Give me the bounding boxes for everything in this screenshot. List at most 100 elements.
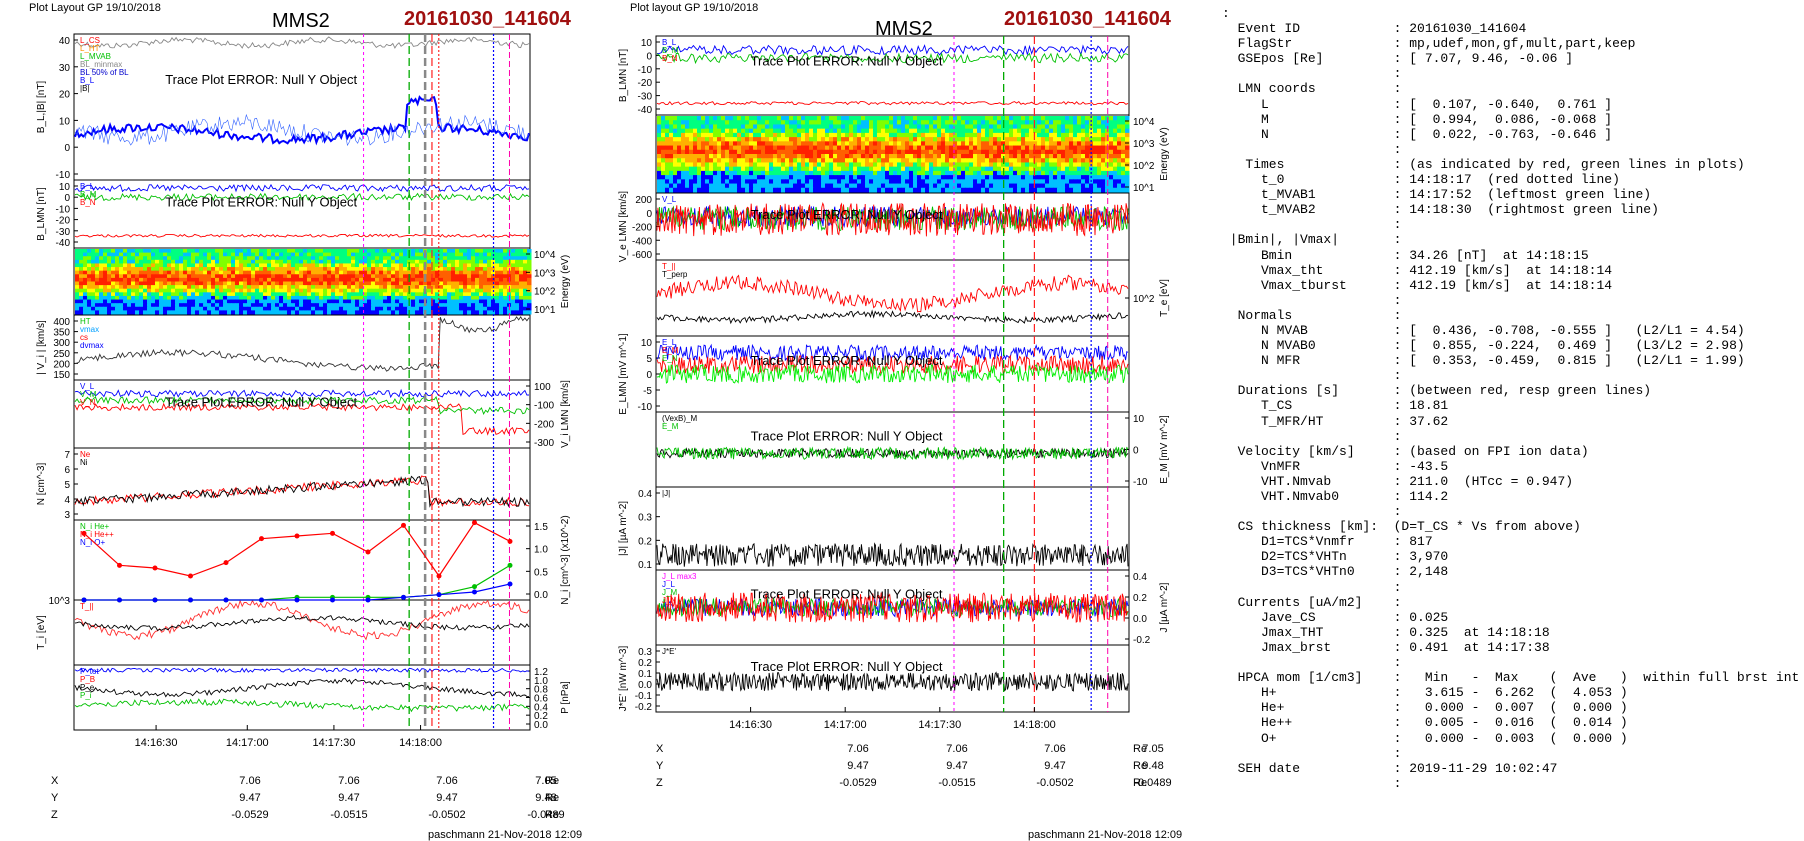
data-trace bbox=[74, 95, 530, 146]
position-value: 7.05 bbox=[1142, 743, 1164, 755]
spectrogram-cell bbox=[1001, 149, 1006, 155]
spectrogram-cell bbox=[1033, 179, 1038, 185]
spectrogram-cell bbox=[499, 281, 504, 286]
spectrogram-cell bbox=[475, 277, 480, 282]
spectrogram-cell bbox=[665, 132, 670, 138]
spectrogram-cell bbox=[725, 149, 730, 155]
spectrogram-cell bbox=[797, 128, 802, 134]
spectrogram-cell bbox=[227, 274, 232, 279]
spectrogram-cell bbox=[829, 116, 834, 121]
y-tick-label: 10 bbox=[59, 116, 71, 127]
spectrogram-cell bbox=[1021, 179, 1026, 185]
y-axis-label: P [nPa] bbox=[560, 681, 571, 714]
spectrogram-cell bbox=[395, 281, 400, 286]
spectrogram-cell bbox=[403, 288, 408, 293]
spectrogram-cell bbox=[367, 249, 372, 254]
spectrogram-cell bbox=[523, 281, 528, 286]
spectrogram-cell bbox=[203, 252, 208, 257]
spectrogram-cell bbox=[689, 154, 694, 159]
spectrogram-cell bbox=[1073, 179, 1078, 185]
spectrogram-cell bbox=[487, 306, 492, 311]
spectrogram-cell bbox=[463, 274, 468, 279]
spectrogram-cell bbox=[1077, 170, 1082, 176]
spectrogram-cell bbox=[471, 274, 476, 279]
spectrogram-cell bbox=[335, 270, 340, 275]
spectrogram-cell bbox=[195, 306, 200, 311]
spectrogram-cell bbox=[861, 175, 866, 180]
spectrogram-cell bbox=[399, 277, 404, 282]
spectrogram-cell bbox=[893, 128, 898, 134]
spectrogram-cell bbox=[143, 277, 148, 282]
spectrogram-cell bbox=[833, 149, 838, 155]
spectrogram-cell bbox=[455, 277, 460, 282]
spectrogram-cell bbox=[1005, 145, 1010, 151]
spectrogram-cell bbox=[91, 295, 96, 301]
spectrogram-cell bbox=[439, 285, 444, 290]
spectrogram-cell bbox=[435, 299, 440, 304]
spectrogram-cell bbox=[119, 277, 124, 282]
spectrogram-cell bbox=[483, 285, 488, 290]
spectrogram-cell bbox=[411, 306, 416, 311]
spectrogram-cell bbox=[131, 288, 136, 293]
spectrogram-cell bbox=[777, 124, 782, 130]
info-line: : bbox=[1222, 504, 1402, 520]
spectrogram-cell bbox=[825, 170, 830, 176]
spectrogram-cell bbox=[299, 295, 304, 301]
spectrogram-cell bbox=[151, 277, 156, 282]
spectrogram-cell bbox=[491, 263, 496, 268]
spectrogram-cell bbox=[789, 166, 794, 172]
spectrogram-cell bbox=[917, 128, 922, 134]
info-line: t_MVAB1 : 14:17:52 (leftmost green line) bbox=[1222, 187, 1652, 203]
spectrogram-cell bbox=[801, 187, 806, 193]
spectrogram-cell bbox=[231, 285, 236, 290]
spectrogram-cell bbox=[877, 128, 882, 134]
spectrogram-cell bbox=[275, 256, 280, 261]
spectrogram-cell bbox=[773, 187, 778, 193]
spectrogram-cell bbox=[211, 252, 216, 257]
spectrogram-cell bbox=[1041, 145, 1046, 151]
spectrogram-cell bbox=[1117, 120, 1122, 125]
spectrogram-cell bbox=[83, 263, 88, 268]
spectrogram-cell bbox=[387, 252, 392, 257]
spectrogram-cell bbox=[941, 158, 946, 163]
spectrogram-cell bbox=[1093, 116, 1098, 121]
spectrogram-cell bbox=[383, 252, 388, 257]
spectrogram-cell bbox=[363, 310, 368, 315]
spectrogram-cell bbox=[1117, 187, 1122, 193]
y-tick-label: 0 bbox=[64, 193, 70, 204]
spectrogram-cell bbox=[403, 285, 408, 290]
spectrogram-cell bbox=[291, 299, 296, 304]
spectrogram-cell bbox=[435, 281, 440, 286]
spectrogram-cell bbox=[143, 310, 148, 315]
spectrogram-cell bbox=[977, 132, 982, 138]
spectrogram-cell bbox=[789, 187, 794, 193]
spectrogram-cell bbox=[957, 175, 962, 180]
spectrogram-cell bbox=[1057, 145, 1062, 151]
panel-frame bbox=[73, 447, 531, 521]
spectrogram-cell bbox=[745, 170, 750, 176]
spectrogram-cell bbox=[933, 183, 938, 189]
spectrogram-cell bbox=[367, 288, 372, 293]
spectrogram-cell bbox=[1017, 154, 1022, 159]
spectrogram-cell bbox=[135, 259, 140, 264]
spectrogram-cell bbox=[479, 310, 484, 315]
spectrogram-cell bbox=[693, 124, 698, 130]
spectrogram-cell bbox=[167, 303, 172, 308]
spectrogram-cell bbox=[227, 249, 232, 254]
spectrogram-cell bbox=[1009, 141, 1014, 147]
spectrogram-cell bbox=[1081, 187, 1086, 193]
spectrogram-cell bbox=[495, 285, 500, 290]
position-value: 9.47 bbox=[436, 792, 458, 804]
spectrogram-cell bbox=[853, 120, 858, 125]
spectrogram-cell bbox=[495, 281, 500, 286]
spectrogram-cell bbox=[491, 306, 496, 311]
spectrogram-cell bbox=[487, 281, 492, 286]
spectrogram-cell bbox=[1041, 179, 1046, 185]
spectrogram-cell bbox=[451, 270, 456, 275]
legend-entry: cs bbox=[80, 333, 88, 342]
spectrogram-cell bbox=[809, 149, 814, 155]
spectrogram-cell bbox=[669, 183, 674, 189]
info-line: CS thickness [km]: (D=T_CS * Vs from abo… bbox=[1222, 519, 1581, 535]
spectrogram-cell bbox=[83, 256, 88, 261]
spectrogram-cell bbox=[813, 128, 818, 134]
